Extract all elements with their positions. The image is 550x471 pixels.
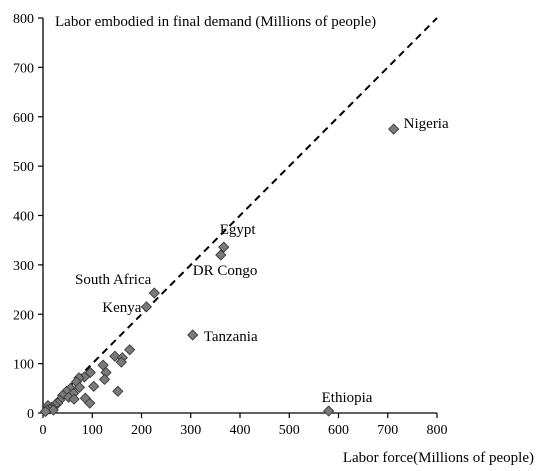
y-tick-label: 600 [13, 111, 34, 126]
y-axis-title: Labor embodied in final demand (Millions… [55, 14, 376, 30]
tick-labels: 0 100 200 300 400 500 600 700 800 0 100 200 300 400 50… [13, 12, 448, 438]
point-label-nigeria: Nigeria [404, 116, 449, 132]
x-tick-label: 100 [82, 423, 103, 438]
reference-line-dashed [42, 17, 438, 414]
y-tick-label: 0 [27, 407, 34, 422]
data-point-diamond [388, 123, 400, 135]
data-point-diamond [124, 344, 136, 356]
x-tick-label: 400 [230, 423, 251, 438]
y-tick-label: 100 [13, 358, 34, 373]
data-point-diamond [47, 404, 59, 416]
data-point-diamond [39, 405, 52, 418]
data-point-diamond [115, 356, 127, 368]
data-point-diamond [98, 373, 111, 386]
y-tick-label: 400 [13, 210, 34, 225]
data-points [39, 123, 400, 418]
data-point-diamond [88, 380, 100, 392]
point-label-kenya: Kenya [102, 300, 141, 316]
y-tick-label: 800 [13, 12, 34, 27]
data-point-diamond [148, 287, 160, 299]
data-point-diamond [68, 393, 80, 405]
data-point-diamond [84, 397, 96, 409]
x-tick-label: 500 [279, 423, 300, 438]
data-point-diamond [215, 249, 227, 261]
x-tick-label: 0 [40, 423, 47, 438]
axes [38, 17, 438, 418]
x-tick-label: 200 [131, 423, 152, 438]
point-labels: Nigeria Egypt DR Congo South Africa Kenya Tan… [75, 116, 449, 406]
point-label-ethiopia: Ethiopia [322, 390, 373, 406]
data-point-diamond [112, 385, 124, 397]
x-axis-title: Labor force(Millions of people) [343, 450, 534, 466]
data-point-diamond [323, 405, 335, 417]
data-point-diamond [140, 301, 153, 313]
point-label-south-africa: South Africa [75, 272, 152, 288]
y-tick-label: 500 [13, 160, 34, 175]
point-label-tanzania: Tanzania [204, 329, 258, 345]
data-point-diamond [218, 241, 230, 253]
data-point-diamond [187, 329, 199, 341]
point-label-dr-congo: DR Congo [193, 263, 258, 279]
x-tick-label: 600 [328, 423, 349, 438]
data-point-diamond [109, 350, 121, 362]
x-tick-label: 700 [377, 423, 398, 438]
data-point-diamond [73, 381, 86, 393]
x-tick-label: 300 [180, 423, 201, 438]
point-label-egypt: Egypt [220, 222, 257, 238]
y-tick-label: 200 [13, 308, 34, 323]
x-tick-label: 800 [427, 423, 448, 438]
y-tick-label: 700 [13, 61, 34, 76]
y-tick-label: 300 [13, 259, 34, 274]
